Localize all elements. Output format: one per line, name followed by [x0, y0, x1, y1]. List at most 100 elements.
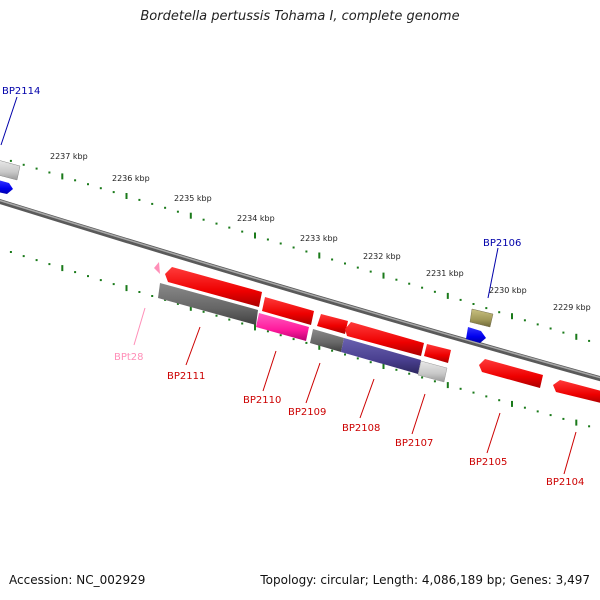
gene-label-bp2111[interactable]: BP2111	[167, 371, 205, 382]
outer-ruler-tick	[575, 333, 578, 340]
outer-ruler-tick	[266, 238, 269, 241]
scale-labels: 2237 kbp 2236 kbp 2235 kbp 2234 kbp 2233…	[50, 152, 591, 312]
gene-label-bp2109[interactable]: BP2109	[288, 407, 326, 418]
scale-label-2235: 2235 kbp	[174, 194, 212, 203]
outer-ruler-tick	[112, 191, 115, 194]
outer-ruler-tick	[164, 206, 167, 209]
outer-ruler-tick	[305, 250, 308, 253]
feature-bp2107-arrow[interactable]	[424, 344, 451, 363]
inner-ruler-tick	[74, 271, 77, 274]
inner-ruler-tick	[254, 324, 256, 331]
inner-ruler-tick	[446, 382, 449, 389]
outer-ruler-tick	[292, 246, 295, 249]
scale-label-2234: 2234 kbp	[237, 214, 275, 223]
feature-bp2111-arrow[interactable]	[165, 267, 262, 307]
inner-ruler-tick	[536, 410, 539, 413]
gene-label-bp2107[interactable]: BP2107	[395, 438, 433, 449]
inner-ruler-tick	[292, 338, 295, 341]
gene-label-bp2110[interactable]: BP2110	[243, 395, 281, 406]
feature-bp2105-arrow[interactable]	[479, 359, 543, 388]
leader-bp2109	[305, 362, 321, 404]
feature-gray-hypothetical-2[interactable]	[310, 329, 344, 352]
inner-ruler-tick	[549, 414, 552, 417]
inner-ruler-tick	[588, 425, 591, 428]
feature-bp2109-arrow[interactable]	[317, 314, 348, 334]
outer-ruler-tick	[87, 183, 89, 186]
outer-ruler-tick	[459, 298, 462, 301]
inner-ruler-tick	[575, 419, 578, 426]
outer-ruler-tick	[549, 327, 552, 330]
feature-bp2108-arrow[interactable]	[345, 322, 424, 356]
outer-ruler-tick	[408, 282, 411, 285]
feature-navy-gene[interactable]	[341, 338, 421, 374]
outer-ruler-tick	[151, 202, 154, 205]
inner-ruler-tick	[369, 361, 372, 364]
inner-ruler-tick	[395, 368, 398, 371]
outer-ruler-tick	[61, 173, 64, 180]
inner-ruler-tick	[331, 349, 334, 352]
inner-ruler-tick	[523, 406, 526, 409]
inner-ruler-tick	[382, 363, 385, 369]
outer-ruler-tick	[536, 323, 539, 326]
gene-label-bp2108[interactable]: BP2108	[342, 423, 380, 434]
leader-bp2105	[486, 412, 501, 454]
outer-ruler-tick	[9, 159, 12, 162]
inner-ruler-tick	[472, 391, 475, 394]
inner-ruler-tick	[266, 330, 269, 333]
outer-ruler-tick	[279, 242, 282, 245]
outer-ruler-tick	[511, 313, 513, 320]
outer-ruler-tick	[189, 212, 192, 219]
feature-blue-outer-arrow[interactable]	[466, 327, 486, 343]
gene-label-bp2106[interactable]: BP2106	[483, 238, 521, 249]
outer-ruler-tick	[382, 272, 385, 279]
inner-ruler-tick	[562, 417, 565, 420]
inner-ruler-tick	[433, 380, 436, 383]
inner-ruler-tick	[485, 395, 488, 398]
inner-ruler-tick	[48, 263, 51, 266]
scale-label-2229: 2229 kbp	[553, 303, 591, 312]
label-leader-lines	[0, 96, 577, 475]
scale-label-2232: 2232 kbp	[363, 252, 401, 261]
gene-label-bpt28[interactable]: BPt28	[114, 352, 144, 363]
outer-ruler-tick	[472, 303, 475, 305]
leader-bpt28	[133, 307, 146, 346]
inner-ruler-tick	[125, 285, 128, 292]
feature-bp2104-arrow[interactable]	[553, 380, 600, 404]
feature-light-gray-outer[interactable]	[0, 160, 21, 181]
outer-ruler-tick	[588, 339, 591, 342]
gene-label-bp2104[interactable]: BP2104	[546, 477, 584, 488]
leader-bp2108	[359, 378, 375, 419]
outer-ruler-tick	[523, 319, 526, 322]
outer-ruler-tick	[48, 171, 51, 174]
feature-gray-hypothetical-1[interactable]	[158, 283, 258, 325]
outer-ruler-tick	[395, 278, 398, 281]
genome-backbone	[0, 198, 600, 382]
gene-labels: BP2114 BP2106 BPt28 BP2111 BP2110 BP2109…	[2, 86, 584, 488]
scale-label-2233: 2233 kbp	[300, 234, 338, 243]
inner-ruler-tick	[9, 251, 12, 253]
genome-summary-footer: Topology: circular; Length: 4,086,189 bp…	[260, 573, 590, 587]
outer-ruler-tick	[228, 226, 231, 229]
outer-ruler-tick	[176, 210, 179, 213]
inner-ruler-tick	[176, 302, 179, 305]
outer-ruler-tick	[562, 331, 565, 334]
leader-bp2104	[563, 431, 577, 475]
feature-bpt28-trna[interactable]	[154, 262, 160, 274]
gene-label-bp2105[interactable]: BP2105	[469, 457, 507, 468]
feature-bp2114-gene[interactable]	[0, 180, 13, 194]
leader-bp2106	[487, 247, 499, 299]
gene-label-bp2114[interactable]: BP2114	[2, 86, 40, 97]
inner-scale-ruler	[9, 251, 591, 428]
inner-ruler-tick	[498, 399, 501, 402]
outer-scale-ruler	[9, 159, 591, 342]
scale-label-2231: 2231 kbp	[426, 269, 464, 278]
feature-bp2110-arrow[interactable]	[262, 297, 314, 325]
scale-label-2236: 2236 kbp	[112, 174, 150, 183]
page-title: Bordetella pertussis Tohama I, complete …	[140, 9, 460, 24]
inner-ruler-tick	[408, 372, 411, 375]
feature-magenta-gene[interactable]	[256, 313, 309, 341]
feature-bp2106-gene[interactable]	[469, 308, 494, 328]
feature-light-gray-inner[interactable]	[417, 360, 448, 383]
inner-ruler-tick	[511, 400, 513, 407]
inner-ruler-tick	[22, 255, 25, 258]
